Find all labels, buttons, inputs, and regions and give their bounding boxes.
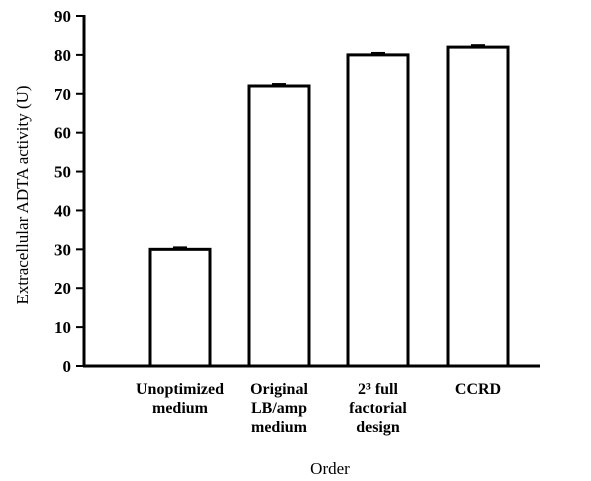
y-tick-label: 50 <box>54 163 71 182</box>
x-tick-label: CCRD <box>455 381 501 398</box>
y-axis-ticks: 0 10 20 30 40 50 60 70 80 90 <box>54 7 84 376</box>
y-tick-label: 20 <box>54 279 71 298</box>
x-axis-title: Order <box>310 459 350 478</box>
y-tick-label: 60 <box>54 124 71 143</box>
y-tick-label: 70 <box>54 85 71 104</box>
y-tick-label: 0 <box>63 357 72 376</box>
bar <box>446 45 510 368</box>
y-tick-label: 10 <box>54 318 71 337</box>
y-tick-label: 30 <box>54 240 71 259</box>
bar <box>346 53 410 368</box>
x-tick-labels: Unoptimized medium Original LB/amp medium 2³ … <box>136 381 501 436</box>
x-tick-label: Original LB/amp medium <box>250 381 308 436</box>
bars <box>148 44 510 368</box>
x-tick-label: Unoptimized medium <box>136 381 224 417</box>
x-tick-label: 2³ full factorial design <box>349 381 407 436</box>
bar <box>148 247 212 368</box>
y-axis-title: Extracellular ADTA activity (U) <box>13 85 32 304</box>
y-tick-label: 80 <box>54 46 71 65</box>
bar <box>247 84 311 368</box>
y-tick-label: 40 <box>54 201 71 220</box>
y-tick-label: 90 <box>54 7 71 26</box>
